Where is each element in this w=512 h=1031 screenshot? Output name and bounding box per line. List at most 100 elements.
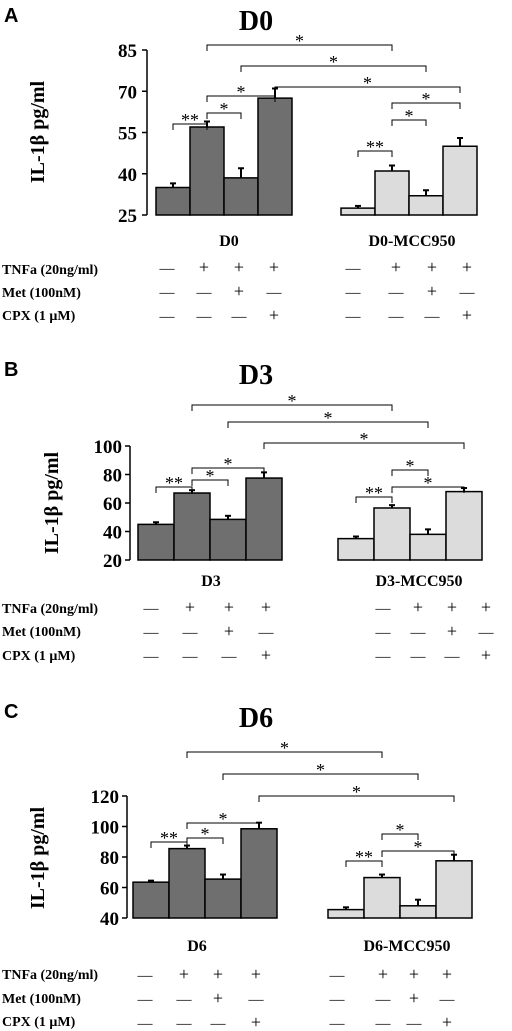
group-label: D0-MCC950 bbox=[368, 233, 455, 250]
treatment-sign: — bbox=[176, 992, 193, 1008]
significance-bracket bbox=[391, 486, 465, 493]
treatment-sign: — bbox=[439, 992, 456, 1008]
significance-label: * bbox=[424, 473, 433, 493]
treatment-sign: + bbox=[213, 964, 223, 984]
bar bbox=[173, 492, 211, 561]
treatment-sign: — bbox=[159, 309, 176, 325]
significance-bracket bbox=[186, 751, 383, 758]
y-tick-label: 40 bbox=[118, 165, 137, 186]
bar bbox=[155, 186, 191, 216]
significance-label: * bbox=[363, 73, 372, 93]
significance-label: * bbox=[406, 456, 415, 476]
significance-label: * bbox=[405, 106, 414, 126]
treatment-sign: + bbox=[481, 645, 491, 665]
treatment-sign: — bbox=[159, 285, 176, 301]
significance-label: * bbox=[201, 824, 210, 844]
treatment-sign: + bbox=[224, 621, 234, 641]
y-tick-label: 60 bbox=[100, 879, 119, 900]
bar bbox=[245, 477, 283, 561]
treatment-label: TNFa (20ng/ml) bbox=[2, 968, 98, 983]
significance-bracket bbox=[172, 123, 208, 130]
treatment-sign: — bbox=[329, 1016, 346, 1031]
panel-c: C D6 IL-1β pg/ml 406080100120***********… bbox=[2, 701, 473, 1031]
treatment-label: CPX (1 μM) bbox=[2, 649, 76, 664]
bar bbox=[257, 97, 293, 216]
significance-label: * bbox=[324, 408, 333, 428]
treatment-table: TNFa (20ng/ml) Met (100nM) CPX (1 μM) — +… bbox=[2, 964, 456, 1031]
treatment-sign: — bbox=[143, 625, 160, 641]
treatment-sign: — bbox=[375, 601, 392, 617]
group-label: D6 bbox=[187, 938, 207, 955]
treatment-sign: + bbox=[234, 281, 244, 301]
significance-label: * bbox=[396, 820, 405, 840]
significance-bracket bbox=[206, 112, 242, 119]
significance-label: * bbox=[360, 429, 369, 449]
y-axis-label: IL-1β pg/ml bbox=[41, 451, 63, 554]
bar bbox=[445, 490, 483, 561]
significance-label: * bbox=[220, 99, 229, 119]
significance-bracket bbox=[258, 795, 455, 802]
significance-bracket bbox=[391, 469, 429, 476]
treatment-sign: — bbox=[196, 285, 213, 301]
treatment-sign: + bbox=[213, 988, 223, 1008]
treatment-sign: — bbox=[143, 649, 160, 665]
group-label: D0 bbox=[219, 233, 239, 250]
treatment-label: TNFa (20ng/ml) bbox=[2, 602, 98, 617]
chart-title: D3 bbox=[239, 360, 273, 391]
group-label: D3-MCC950 bbox=[375, 573, 462, 590]
treatment-sign: + bbox=[409, 964, 419, 984]
panel-letter: A bbox=[4, 5, 18, 27]
y-tick-label: 100 bbox=[91, 818, 120, 839]
treatment-label: CPX (1 μM) bbox=[2, 309, 76, 324]
treatment-sign: — bbox=[444, 649, 461, 665]
significance-bracket bbox=[274, 86, 461, 93]
significance-bracket bbox=[191, 479, 229, 486]
bar bbox=[204, 878, 242, 919]
treatment-sign: + bbox=[442, 964, 452, 984]
significance-bracket bbox=[222, 773, 419, 780]
treatment-sign: + bbox=[199, 257, 209, 277]
bar bbox=[373, 507, 411, 561]
significance-label: * bbox=[422, 89, 431, 109]
treatment-sign: — bbox=[329, 968, 346, 984]
significance-label: ** bbox=[165, 473, 183, 493]
panel-letter: C bbox=[4, 701, 18, 723]
treatment-label: Met (100nM) bbox=[2, 625, 81, 640]
treatment-label: Met (100nM) bbox=[2, 992, 81, 1007]
significance-bracket bbox=[263, 442, 465, 449]
bar bbox=[374, 170, 410, 216]
bar bbox=[223, 177, 259, 216]
treatment-sign: + bbox=[462, 257, 472, 277]
significance-label: * bbox=[295, 31, 304, 51]
significance-bracket bbox=[381, 850, 455, 857]
treatment-sign: — bbox=[424, 309, 441, 325]
y-tick-label: 55 bbox=[118, 124, 137, 145]
treatment-sign: — bbox=[159, 261, 176, 277]
significance-label: * bbox=[316, 760, 325, 780]
significance-label: * bbox=[352, 782, 361, 802]
y-tick-label: 70 bbox=[118, 82, 137, 103]
y-tick-label: 25 bbox=[118, 206, 137, 227]
group-label: D6-MCC950 bbox=[363, 938, 450, 955]
treatment-sign: — bbox=[196, 309, 213, 325]
treatment-sign: — bbox=[248, 992, 265, 1008]
bar bbox=[168, 847, 206, 919]
y-tick-label: 40 bbox=[100, 909, 119, 930]
bar bbox=[327, 908, 365, 919]
significance-bracket bbox=[206, 44, 393, 51]
treatment-sign: — bbox=[375, 992, 392, 1008]
significance-label: ** bbox=[366, 137, 384, 157]
treatment-signs: — + + + — + + + — — + — — — + — — — — + — — — + bbox=[137, 964, 456, 1031]
treatment-sign: — bbox=[329, 992, 346, 1008]
bar bbox=[408, 195, 444, 216]
treatment-sign: — bbox=[137, 968, 154, 984]
significance-label: * bbox=[329, 52, 338, 72]
treatment-sign: — bbox=[137, 1016, 154, 1031]
treatment-sign: + bbox=[481, 597, 491, 617]
treatment-sign: — bbox=[182, 649, 199, 665]
treatment-sign: + bbox=[185, 597, 195, 617]
y-tick-label: 40 bbox=[103, 523, 122, 544]
